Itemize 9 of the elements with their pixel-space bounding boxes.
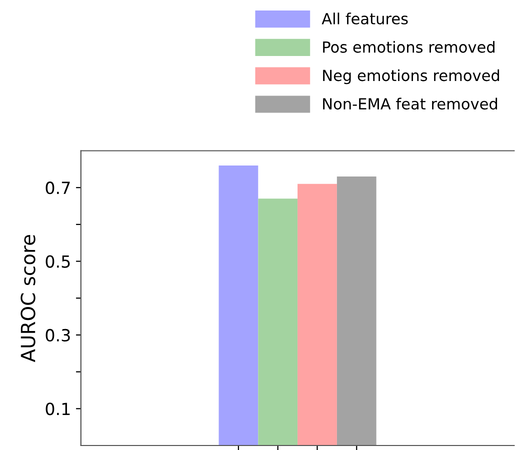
legend-label: Neg emotions removed — [323, 69, 500, 84]
legend-label: Non-EMA feat removed — [323, 98, 498, 110]
y-tick-label: 0.5 — [46, 255, 70, 268]
y-axis-title: AUROC score — [20, 234, 36, 362]
y-tick-label: 0.3 — [46, 328, 70, 342]
y-tick-label: 0.1 — [46, 402, 70, 416]
y-tick-label: 0.7 — [46, 182, 70, 194]
legend-label: All features — [322, 12, 408, 24]
legend-label: Pos emotions removed — [323, 40, 494, 53]
